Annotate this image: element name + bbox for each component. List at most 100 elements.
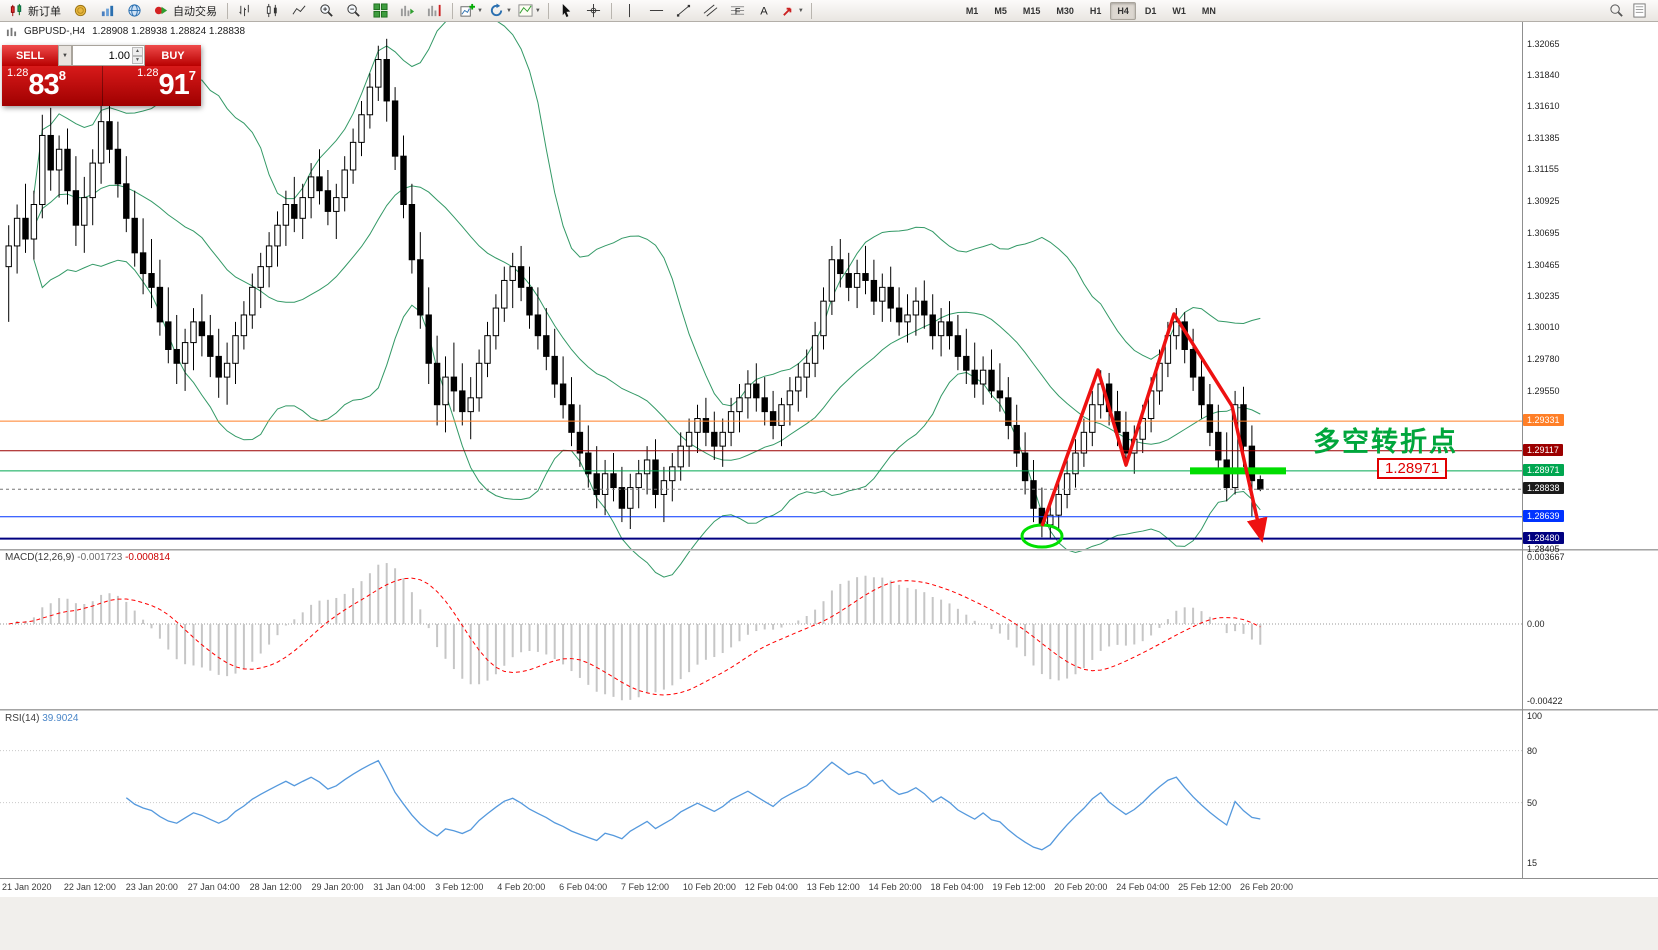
new-order-button[interactable]: 新订单 <box>4 1 66 20</box>
channel-button[interactable] <box>698 1 723 20</box>
market-icon <box>74 4 87 17</box>
price-tick: 1.30010 <box>1527 322 1560 333</box>
price-level-badge: 1.29117 <box>1523 443 1563 456</box>
horizontal-line-button[interactable] <box>644 1 669 20</box>
step-down-icon[interactable]: ▼ <box>132 55 143 64</box>
price-tick: 1.30235 <box>1527 291 1560 302</box>
panel-separator-main-macd[interactable] <box>0 549 1658 551</box>
time-axis[interactable]: 21 Jan 2020 22 Jan 12:00 23 Jan 20:00 27 Ja… <box>0 878 1658 897</box>
bollinger-bands <box>33 5 1261 578</box>
toolbar-separator <box>452 2 453 19</box>
text-tool-button[interactable]: A <box>752 1 777 20</box>
sell-price[interactable]: 1.28838 <box>2 66 102 106</box>
volume-stepper[interactable]: ▲ ▼ <box>132 47 143 64</box>
tf-m1[interactable]: M1 <box>965 5 979 16</box>
tf-w1[interactable]: W1 <box>1172 5 1186 16</box>
date-label: 14 Feb 20:00 <box>868 882 922 892</box>
trade-options-dropdown[interactable]: ▼ <box>58 45 72 66</box>
volume-input[interactable]: 1.00 ▲ ▼ <box>72 45 145 66</box>
buy-price[interactable]: 1.28917 <box>101 66 202 106</box>
cursor-button[interactable] <box>554 1 579 20</box>
price-level-badge: 1.28480 <box>1523 531 1564 544</box>
trendline-button[interactable] <box>671 1 696 20</box>
buy-price-big: 91 <box>158 69 190 101</box>
symbol-period-label: GBPUSD-,H4 <box>24 26 86 37</box>
date-label: 10 Feb 20:00 <box>682 882 736 892</box>
rsi-plot <box>0 750 1522 851</box>
search-icon[interactable] <box>1609 3 1624 18</box>
macd-label: MACD(12,26,9) -0.001723 -0.000814 <box>5 552 170 563</box>
price-level-badge: 1.29331 <box>1523 414 1564 427</box>
new-order-icon <box>10 3 22 17</box>
toolbar-separator <box>547 2 549 19</box>
new-chart-icon <box>460 3 475 17</box>
signals-button[interactable] <box>95 1 120 20</box>
date-label: 29 Jan 20:00 <box>311 882 364 892</box>
zoom-in-icon <box>320 4 333 17</box>
tf-m30[interactable]: M30 <box>1056 5 1074 16</box>
crosshair-button[interactable] <box>581 1 606 20</box>
price-tick: 1.28405 <box>1527 544 1560 554</box>
ohlc-values: 1.28908 1.28938 1.28824 1.28838 <box>92 26 246 37</box>
indicators-button[interactable]: ▼ <box>516 1 543 20</box>
date-label: 13 Feb 12:00 <box>806 882 860 892</box>
tf-h4[interactable]: H4 <box>1110 1 1136 20</box>
panel-separator-macd-rsi[interactable] <box>0 709 1658 711</box>
arrows-tool-button[interactable]: ▼ <box>779 1 806 20</box>
vertical-line-button[interactable] <box>617 1 642 20</box>
price-level-badge: 1.28971 <box>1523 463 1564 476</box>
zoom-in-button[interactable] <box>314 1 339 20</box>
svg-text:A: A <box>760 6 768 18</box>
date-label: 25 Feb 12:00 <box>1178 882 1232 892</box>
price-tick: 1.29550 <box>1527 385 1560 396</box>
tf-mn[interactable]: MN <box>1201 5 1216 16</box>
line-chart-button[interactable] <box>287 1 312 20</box>
horizontal-level-lines[interactable] <box>0 420 1522 540</box>
globe-icon <box>128 4 141 17</box>
chart-annotations[interactable] <box>1020 312 1286 549</box>
bar-chart-button[interactable] <box>233 1 258 20</box>
volume-value: 1.00 <box>108 49 130 62</box>
candlestick-chart-button[interactable] <box>260 1 285 20</box>
date-label: 4 Feb 20:00 <box>497 882 546 892</box>
date-label: 26 Feb 20:00 <box>1240 882 1294 892</box>
tf-d1[interactable]: D1 <box>1144 5 1157 16</box>
refresh-icon <box>490 3 503 17</box>
fibonacci-button[interactable]: F <box>725 1 750 20</box>
buy-button[interactable]: BUY <box>145 45 201 66</box>
window-bottom-area <box>0 897 1658 950</box>
toolbar: 新订单 自动交易 ▼ ▼ <box>0 0 1658 22</box>
toolbar-separator <box>810 2 812 19</box>
macd-axis-label: 0.00 <box>1527 619 1545 629</box>
date-label: 28 Jan 12:00 <box>249 882 302 892</box>
autotrading-button[interactable]: 自动交易 <box>149 1 222 20</box>
community-button[interactable] <box>122 1 147 20</box>
auto-scroll-button[interactable] <box>395 1 420 20</box>
turning-point-annotation[interactable]: 多空转折点 <box>1313 427 1458 457</box>
order-form-icon[interactable] <box>1632 3 1647 18</box>
macd-plot <box>0 563 1522 701</box>
macd-value: -0.001723 <box>77 552 123 563</box>
tf-m5[interactable]: M5 <box>994 5 1007 16</box>
candlesticks <box>5 38 1264 539</box>
market-button[interactable] <box>68 1 93 20</box>
profiles-button[interactable]: ▼ <box>487 1 514 20</box>
trade-controls-row: SELL ▼ 1.00 ▲ ▼ BUY <box>2 45 201 66</box>
new-chart-button[interactable]: ▼ <box>458 1 485 20</box>
price-callout-label[interactable]: 1.28971 <box>1377 458 1448 479</box>
step-up-icon[interactable]: ▲ <box>132 47 143 56</box>
date-label: 22 Jan 12:00 <box>63 882 116 892</box>
chart-quote-line: GBPUSD-,H4 1.28908 1.28938 1.28824 1.288… <box>6 26 245 37</box>
date-label: 20 Feb 20:00 <box>1054 882 1108 892</box>
buy-price-sup: 7 <box>188 68 196 83</box>
sell-button[interactable]: SELL <box>2 45 58 66</box>
chart-shift-icon <box>427 4 441 17</box>
chart-shift-button[interactable] <box>422 1 447 20</box>
macd-axis-label: 0.003667 <box>1527 552 1565 563</box>
tile-windows-button[interactable] <box>368 1 393 20</box>
zoom-out-button[interactable] <box>341 1 366 20</box>
price-tick: 1.30695 <box>1527 227 1560 238</box>
tf-m15[interactable]: M15 <box>1022 5 1041 16</box>
tf-h1[interactable]: H1 <box>1089 5 1102 16</box>
